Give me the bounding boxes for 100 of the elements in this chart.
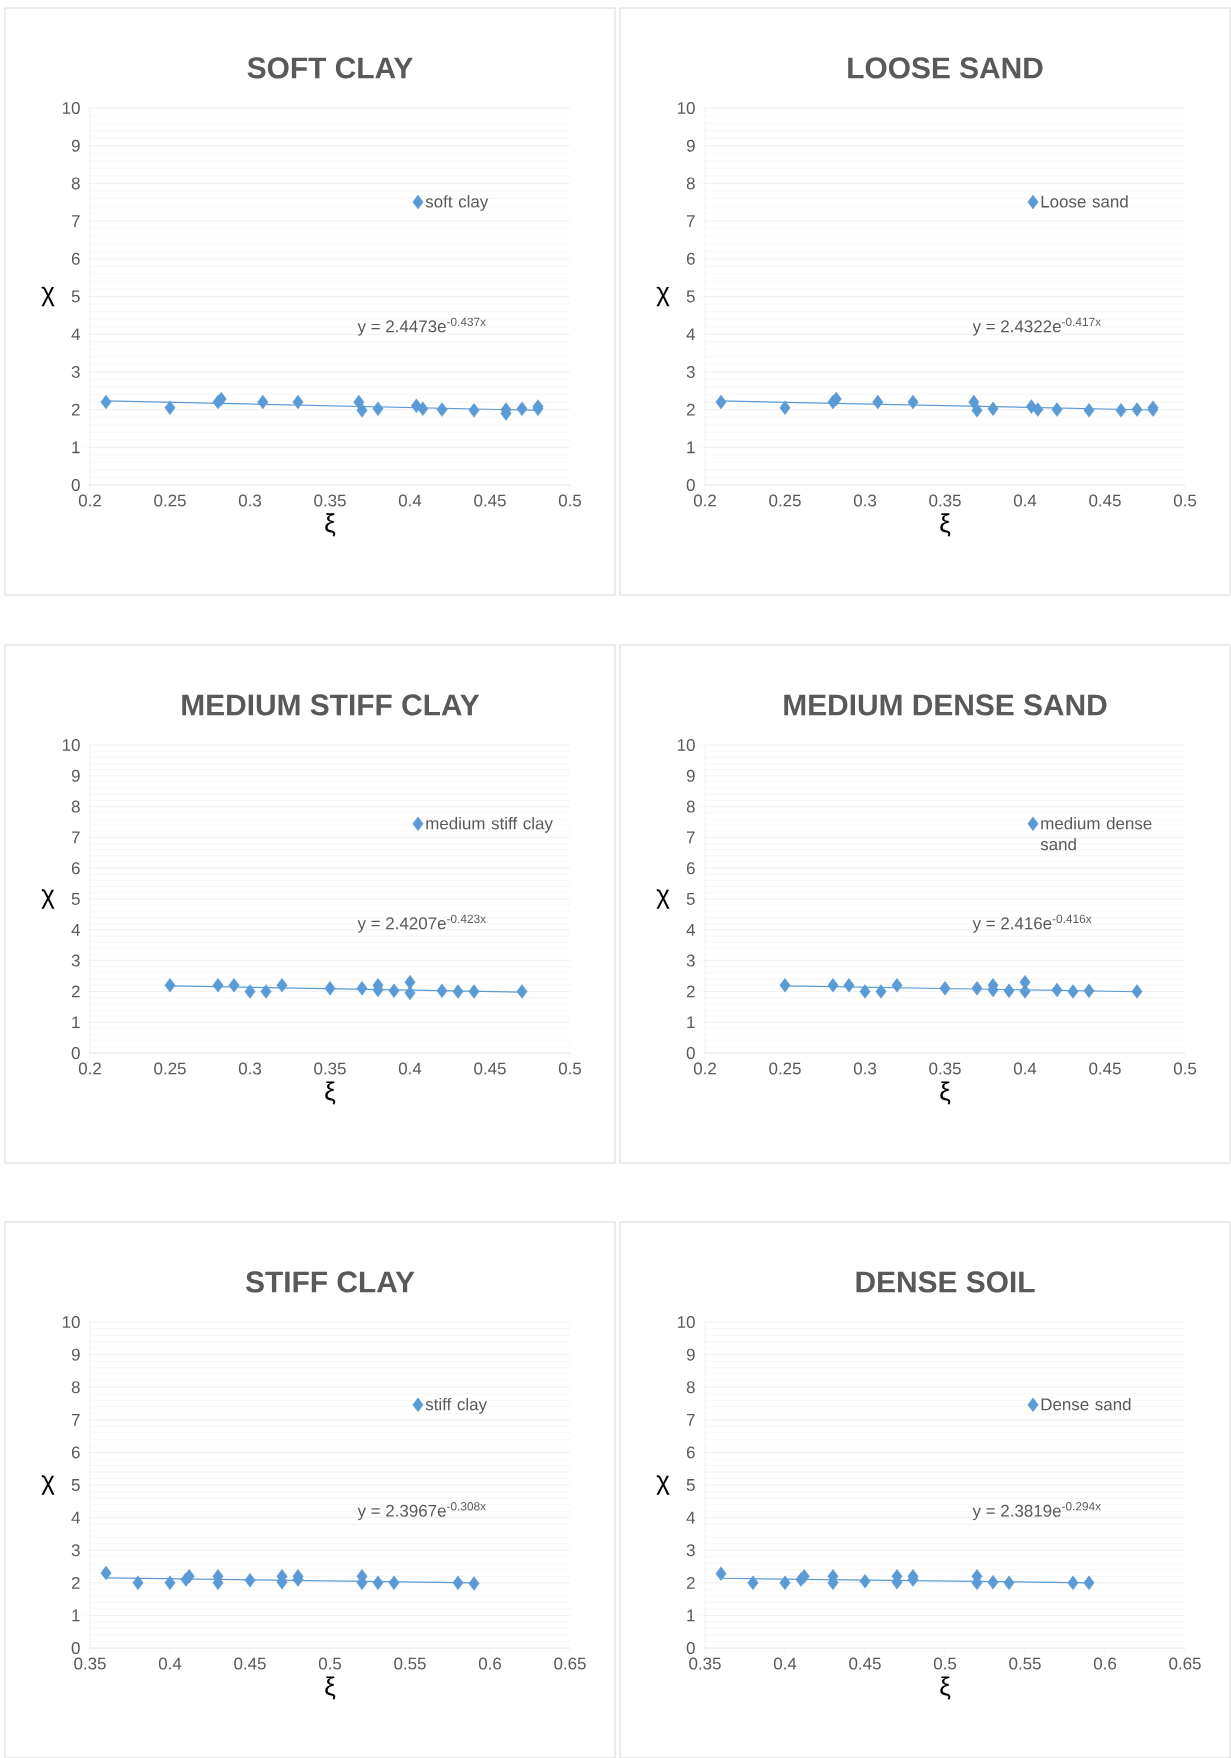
legend-label: medium stiff clay: [426, 816, 553, 833]
y-tick-label: 4: [71, 328, 80, 341]
y-tick-label: 8: [71, 177, 80, 190]
y-tick-label: 7: [71, 831, 80, 844]
x-tick-label: 0.3: [238, 494, 262, 507]
y-tick-label: 1: [687, 1609, 695, 1622]
x-tick-label: 0.6: [1093, 1657, 1117, 1670]
legend-label: Loose sand: [1041, 195, 1128, 208]
chart-title: SOFT CLAY: [247, 57, 413, 79]
x-tick-label: 0.35: [314, 494, 346, 507]
x-tick-label: 0.45: [1089, 1062, 1121, 1075]
x-axis-title: ξ: [325, 1081, 336, 1105]
y-tick-label: 2: [71, 985, 80, 998]
x-tick-label: 0.45: [849, 1657, 881, 1670]
x-tick-label: 0.55: [394, 1657, 426, 1670]
x-tick-label: 0.35: [689, 1657, 721, 1670]
y-tick-label: 6: [686, 862, 695, 875]
y-tick-label: 8: [686, 800, 695, 813]
y-tick-label: 5: [686, 290, 695, 303]
x-tick-label: 0.25: [769, 1062, 801, 1075]
y-tick-label: 8: [71, 800, 80, 813]
x-tick-label: 0.45: [474, 1062, 506, 1075]
x-tick-label: 0.35: [929, 1062, 961, 1075]
x-tick-label: 0.4: [773, 1657, 797, 1670]
y-tick-label: 3: [686, 1544, 695, 1557]
x-tick-label: 0.5: [1173, 1062, 1197, 1075]
annotation: y = 2.4322e$^{-0.417x}$: [972, 317, 1101, 336]
legend-label: Dense sand: [1041, 1397, 1131, 1411]
x-tick-label: 0.65: [554, 1657, 586, 1670]
y-tick-label: 0: [686, 479, 695, 492]
y-tick-label: 3: [686, 954, 695, 967]
x-tick-label: 0.25: [154, 1062, 186, 1075]
x-tick-label: 0.3: [853, 494, 877, 507]
y-tick-label: 6: [686, 252, 695, 265]
y-axis-title: χ: [656, 286, 670, 307]
y-tick-label: 9: [71, 769, 80, 782]
x-tick-label: 0.3: [238, 1062, 262, 1075]
chart-title: MEDIUM DENSE SAND: [784, 694, 1107, 716]
chart-title: DENSE SOIL: [856, 1271, 1035, 1293]
y-tick-label: 9: [71, 1348, 80, 1361]
annotation: y = 2.3819e$^{-0.294x}$: [972, 1502, 1101, 1521]
y-tick-label: 8: [686, 177, 695, 190]
y-tick-label: 9: [71, 139, 80, 152]
y-tick-label: 2: [71, 403, 80, 416]
y-tick-label: 8: [71, 1381, 80, 1394]
x-tick-label: 0.35: [929, 494, 961, 507]
annotation: y = 2.416e$^{-0.416x}$: [972, 914, 1092, 933]
y-tick-label: 7: [686, 831, 695, 844]
chart-title: STIFF CLAY: [245, 1271, 415, 1293]
y-tick-label: 2: [686, 403, 695, 416]
y-tick-label: 3: [71, 954, 80, 967]
y-tick-label: 1: [687, 441, 695, 454]
y-tick-label: 4: [71, 1511, 80, 1524]
y-tick-label: 5: [71, 1479, 80, 1491]
y-tick-label: 7: [686, 1414, 695, 1426]
x-tick-label: 0.6: [478, 1657, 502, 1670]
y-tick-label: 10: [62, 1316, 80, 1329]
y-tick-label: 7: [71, 215, 80, 227]
y-axis-title: χ: [41, 889, 55, 909]
x-tick-label: 0.4: [1013, 1062, 1037, 1075]
y-tick-label: 5: [71, 893, 80, 905]
y-tick-label: 2: [686, 985, 695, 998]
x-tick-label: 0.5: [558, 1062, 582, 1075]
y-tick-label: 9: [686, 139, 695, 152]
legend-label: medium dense sand: [1040, 816, 1152, 851]
x-tick-label: 0.4: [398, 1062, 422, 1075]
y-tick-label: 5: [686, 893, 695, 905]
x-axis-title: ξ: [940, 1676, 951, 1700]
x-tick-label: 0.4: [1013, 494, 1037, 507]
y-axis-title: χ: [41, 286, 55, 307]
y-tick-label: 0: [71, 479, 80, 492]
y-tick-label: 2: [71, 1576, 80, 1589]
y-tick-label: 4: [686, 923, 695, 936]
y-axis-title: χ: [41, 1475, 55, 1495]
y-tick-label: 10: [62, 739, 80, 752]
chart-title: MEDIUM STIFF CLAY: [182, 694, 480, 716]
x-axis-title: ξ: [325, 1676, 336, 1700]
y-tick-label: 9: [686, 1348, 695, 1361]
y-tick-label: 7: [686, 215, 695, 227]
x-tick-label: 0.35: [314, 1062, 346, 1075]
y-tick-label: 4: [686, 328, 695, 341]
y-axis-title: χ: [656, 1475, 670, 1495]
y-tick-label: 10: [62, 102, 80, 115]
annotation: y = 2.3967e$^{-0.308x}$: [357, 1502, 486, 1521]
y-tick-label: 0: [686, 1642, 695, 1655]
y-tick-label: 6: [71, 252, 80, 265]
y-tick-label: 2: [686, 1576, 695, 1589]
y-tick-label: 10: [677, 739, 695, 752]
x-tick-label: 0.3: [853, 1062, 877, 1075]
x-tick-label: 0.2: [78, 494, 101, 507]
y-tick-label: 4: [686, 1511, 695, 1524]
y-tick-label: 1: [687, 1016, 695, 1029]
x-tick-label: 0.4: [398, 494, 422, 507]
x-tick-label: 0.45: [234, 1657, 266, 1670]
x-axis-title: ξ: [940, 513, 951, 537]
y-tick-label: 3: [686, 365, 695, 378]
y-axis-title: χ: [656, 889, 670, 909]
y-tick-label: 6: [71, 1446, 80, 1459]
y-tick-label: 1: [72, 441, 80, 454]
legend-label: soft clay: [425, 195, 489, 211]
